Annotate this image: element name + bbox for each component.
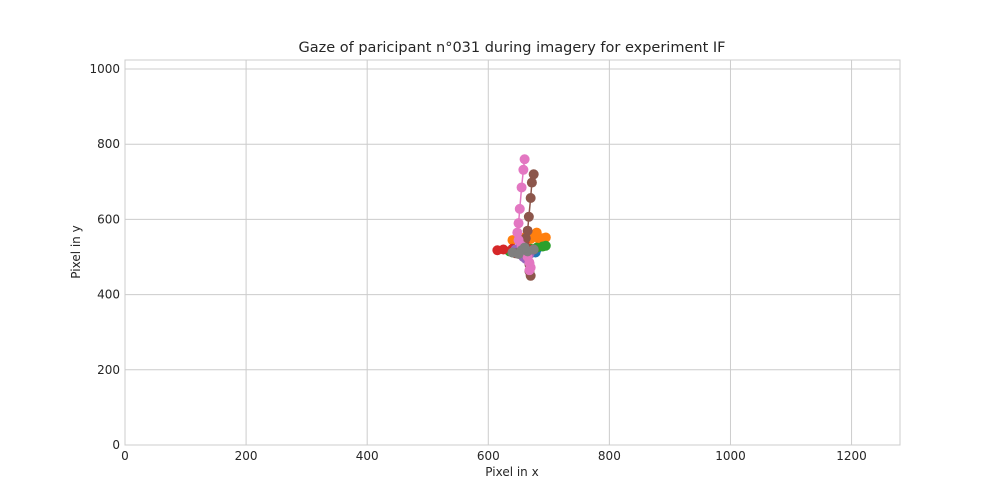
scatter-series	[492, 154, 551, 281]
gaze-point	[512, 227, 523, 238]
x-tick-label: 400	[356, 449, 379, 463]
gaze-point	[519, 154, 530, 165]
gaze-point	[513, 249, 524, 260]
y-tick-label: 800	[97, 137, 120, 151]
y-tick-label: 1000	[89, 62, 120, 76]
gaze-point	[519, 242, 530, 253]
gaze-point	[524, 265, 535, 276]
x-axis-label: Pixel in x	[485, 465, 538, 479]
gaze-point	[526, 177, 537, 188]
gaze-point	[528, 244, 539, 255]
gaze-point	[513, 218, 524, 229]
gaze-point	[528, 232, 539, 243]
x-tick-label: 600	[477, 449, 500, 463]
series-7	[507, 242, 539, 260]
x-tick-labels: 0 200 400 600 800 1000 1200	[121, 449, 867, 463]
y-tick-labels: 0 200 400 600 800 1000	[89, 62, 120, 452]
x-tick-label: 200	[235, 449, 258, 463]
gaze-point	[522, 225, 533, 236]
gaze-point	[528, 169, 539, 180]
y-tick-label: 200	[97, 363, 120, 377]
y-tick-label: 0	[112, 438, 120, 452]
x-tick-label: 1200	[836, 449, 867, 463]
y-tick-label: 400	[97, 288, 120, 302]
gaze-point	[523, 211, 534, 222]
gaze-point	[540, 240, 551, 251]
gaze-point	[525, 192, 536, 203]
x-tick-label: 0	[121, 449, 129, 463]
chart-title: Gaze of paricipant n°031 during imagery …	[299, 40, 726, 56]
y-axis-label: Pixel in y	[69, 225, 83, 278]
plot-frame	[124, 59, 901, 446]
gaze-point	[518, 164, 529, 175]
gaze-point	[498, 244, 509, 255]
x-tick-label: 1000	[715, 449, 746, 463]
gaze-point	[514, 203, 525, 214]
gaze-point	[516, 182, 527, 193]
grid	[124, 60, 900, 446]
x-tick-label: 800	[598, 449, 621, 463]
y-tick-label: 600	[97, 212, 120, 226]
